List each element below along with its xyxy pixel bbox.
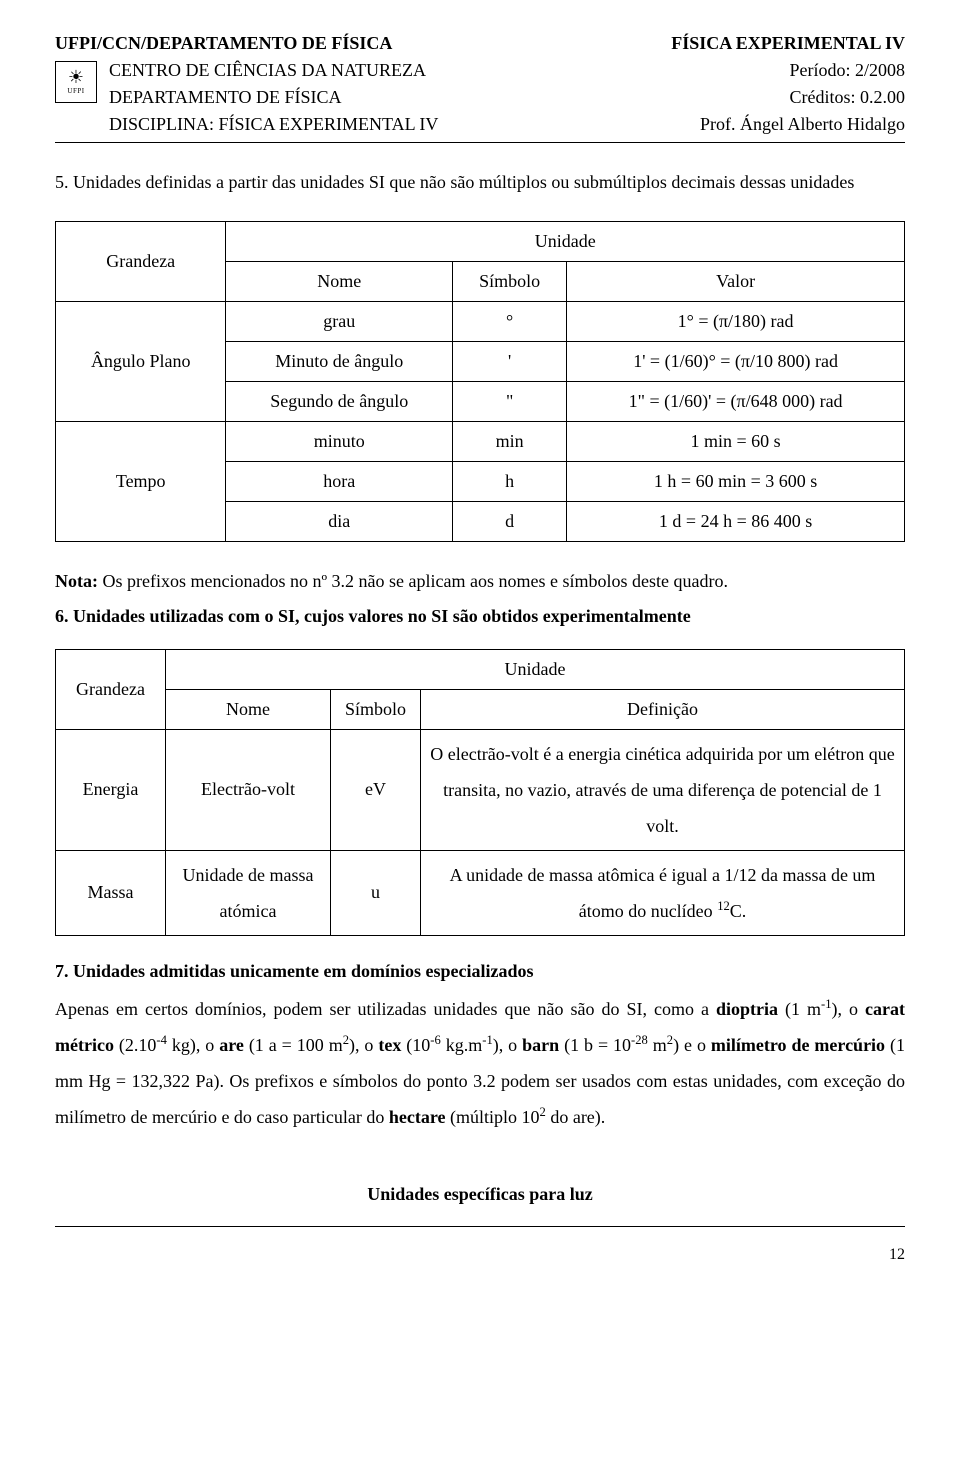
sec7-p1f: (1 a = 100 m [244, 1035, 343, 1055]
sec7-p1i: kg.m [441, 1035, 482, 1055]
t6-r2-d: A unidade de massa atômica é igual a 1/1… [421, 850, 905, 935]
t5-r1-v: 1' = (1/60)° = (π/10 800) rad [567, 341, 905, 381]
t5-r1-s: ' [453, 341, 567, 381]
sec7-p1l: m [648, 1035, 667, 1055]
t5-h-simbolo: Símbolo [453, 261, 567, 301]
t6-r2-d-post: C. [730, 901, 747, 921]
t6-r2-n: Unidade de massa atómica [166, 850, 331, 935]
header-left-bold: UFPI/CCN/DEPARTAMENTO DE FÍSICA [55, 30, 392, 57]
header-row-3: DEPARTAMENTO DE FÍSICA Créditos: 0.2.00 [109, 84, 905, 111]
logo-text: UFPI [67, 86, 84, 97]
sec7-mmhg: milímetro de mercúrio [711, 1035, 885, 1055]
t5-r2-n: Segundo de ângulo [226, 381, 453, 421]
footer-rule [55, 1226, 905, 1227]
sec7-p1e: kg), o [167, 1035, 219, 1055]
sec7-p1a: Apenas em certos domínios, podem ser uti… [55, 999, 716, 1019]
header-l2: CENTRO DE CIÊNCIAS DA NATUREZA [109, 57, 426, 84]
nota-bold: Nota: [55, 571, 98, 591]
sec7-p1p: do are). [546, 1107, 605, 1127]
sec7-p1b: (1 m [778, 999, 821, 1019]
header-block: ☀ UFPI CENTRO DE CIÊNCIAS DA NATUREZA Pe… [55, 57, 905, 138]
sec7-hectare: hectare [389, 1107, 446, 1127]
t6-r1-n: Electrão-volt [166, 729, 331, 850]
sec7-p1j: ), o [493, 1035, 522, 1055]
t6-r1-d: O electrão-volt é a energia cinética adq… [421, 729, 905, 850]
t6-h-grandeza: Grandeza [56, 649, 166, 729]
sec7-p1d: (2.10 [114, 1035, 156, 1055]
sec7: 7. Unidades admitidas unicamente em domí… [55, 958, 905, 1135]
sec7-p1m: ) e o [673, 1035, 711, 1055]
sec5-table: Grandeza Unidade Nome Símbolo Valor Ângu… [55, 221, 905, 542]
sec7-title: 7. Unidades admitidas unicamente em domí… [55, 958, 905, 985]
t5-r3-v: 1 min = 60 s [567, 421, 905, 461]
t5-r3-g: Tempo [56, 421, 226, 541]
t5-r5-s: d [453, 501, 567, 541]
page-number: 12 [55, 1243, 905, 1267]
t5-r0-n: grau [226, 301, 453, 341]
sec7-p1c: ), o [832, 999, 866, 1019]
t6-h-nome: Nome [166, 689, 331, 729]
sec6-title: 6. Unidades utilizadas com o SI, cujos v… [55, 602, 905, 631]
header-l3: DEPARTAMENTO DE FÍSICA [109, 84, 342, 111]
sec6-table: Grandeza Unidade Nome Símbolo Definição … [55, 649, 905, 936]
t5-r0-v: 1° = (π/180) rad [567, 301, 905, 341]
t5-r5-n: dia [226, 501, 453, 541]
sec7-p1k: (1 b = 10 [559, 1035, 631, 1055]
header-row-2: CENTRO DE CIÊNCIAS DA NATUREZA Período: … [109, 57, 905, 84]
nota-line: Nota: Os prefixos mencionados no nº 3.2 … [55, 564, 905, 598]
t5-r4-s: h [453, 461, 567, 501]
t5-r2-v: 1" = (1/60)' = (π/648 000) rad [567, 381, 905, 421]
t5-h-unidade: Unidade [226, 221, 905, 261]
sec7-p1g: ), o [349, 1035, 378, 1055]
sec7-dioptria: dioptria [716, 999, 778, 1019]
header-row-1: UFPI/CCN/DEPARTAMENTO DE FÍSICA FÍSICA E… [55, 30, 905, 57]
sec7-p1o: (múltiplo 10 [446, 1107, 540, 1127]
t6-r2-d-sup: 12 [717, 899, 730, 913]
t6-h-simbolo: Símbolo [331, 689, 421, 729]
t5-r3-n: minuto [226, 421, 453, 461]
t6-h-def: Definição [421, 689, 905, 729]
header-right-bold: FÍSICA EXPERIMENTAL IV [671, 30, 905, 57]
sec7-barn: barn [522, 1035, 559, 1055]
t6-r2-s: u [331, 850, 421, 935]
sec7-para: Apenas em certos domínios, podem ser uti… [55, 991, 905, 1135]
t5-r0-s: ° [453, 301, 567, 341]
t5-r3-s: min [453, 421, 567, 461]
t5-r5-v: 1 d = 24 h = 86 400 s [567, 501, 905, 541]
t6-r2-d-pre: A unidade de massa atômica é igual a 1/1… [450, 865, 876, 921]
header-r2: Período: 2/2008 [790, 57, 906, 84]
ufpi-logo: ☀ UFPI [55, 61, 97, 103]
t5-r0-g: Ângulo Plano [56, 301, 226, 421]
logo-sun-icon: ☀ [68, 68, 84, 86]
sec7-p1h: (10 [401, 1035, 430, 1055]
t5-h-nome: Nome [226, 261, 453, 301]
sec7-p1k-sup: -28 [631, 1033, 648, 1047]
sec5-title: 5. Unidades definidas a partir das unida… [55, 163, 905, 203]
t5-h-valor: Valor [567, 261, 905, 301]
header-r3: Créditos: 0.2.00 [790, 84, 906, 111]
t6-h-unidade: Unidade [166, 649, 905, 689]
header-rule [55, 142, 905, 143]
t5-h-grandeza: Grandeza [56, 221, 226, 301]
page-header: UFPI/CCN/DEPARTAMENTO DE FÍSICA FÍSICA E… [55, 30, 905, 143]
t5-r2-s: " [453, 381, 567, 421]
header-row-4: DISCIPLINA: FÍSICA EXPERIMENTAL IV Prof.… [109, 111, 905, 138]
t6-r2-g: Massa [56, 850, 166, 935]
t5-r4-v: 1 h = 60 min = 3 600 s [567, 461, 905, 501]
t5-r4-n: hora [226, 461, 453, 501]
sec7-p1d-sup: -4 [156, 1033, 167, 1047]
t6-r1-g: Energia [56, 729, 166, 850]
sec7-p1i-sup: -1 [482, 1033, 493, 1047]
sec7-are: are [219, 1035, 244, 1055]
header-l4: DISCIPLINA: FÍSICA EXPERIMENTAL IV [109, 111, 438, 138]
subtitle: Unidades específicas para luz [55, 1181, 905, 1208]
t6-r1-s: eV [331, 729, 421, 850]
nota-text: Os prefixos mencionados no nº 3.2 não se… [98, 571, 728, 591]
sec7-p1h-sup: -6 [430, 1033, 441, 1047]
sec7-p1b-sup: -1 [821, 997, 832, 1011]
t5-r1-n: Minuto de ângulo [226, 341, 453, 381]
header-r4: Prof. Ángel Alberto Hidalgo [700, 111, 905, 138]
sec7-tex: tex [378, 1035, 401, 1055]
